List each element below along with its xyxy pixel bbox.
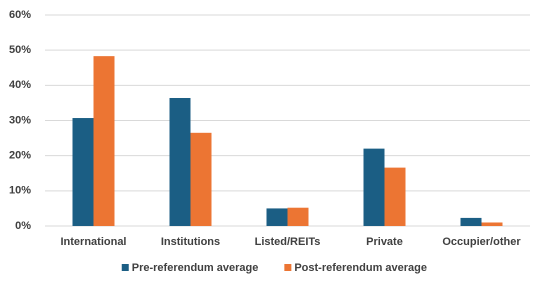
x-tick-label: Occupier/other (442, 236, 521, 248)
x-tick-label: Institutions (161, 236, 220, 248)
bar (190, 132, 212, 226)
y-tick-label: 60% (9, 9, 31, 21)
bar (93, 56, 115, 226)
bar (460, 217, 482, 226)
bar (266, 208, 288, 226)
bar (72, 118, 94, 226)
bar (481, 222, 503, 226)
x-tick-label: Private (366, 236, 403, 248)
y-tick-label: 20% (9, 150, 31, 162)
y-tick-label: 0% (15, 220, 31, 232)
legend-label: Pre-referendum average (132, 262, 259, 274)
legend-label: Post-referendum average (294, 262, 427, 274)
x-tick-label: Listed/REITs (255, 236, 321, 248)
bar (169, 97, 191, 226)
legend-swatch (284, 264, 292, 271)
y-tick-label: 50% (9, 44, 31, 56)
y-tick-label: 30% (9, 114, 31, 126)
bar (363, 148, 385, 226)
bar (384, 167, 406, 226)
y-tick-label: 40% (9, 79, 31, 91)
y-tick-label: 10% (9, 185, 31, 197)
legend-swatch (121, 264, 129, 271)
bar (287, 207, 309, 226)
x-tick-label: International (60, 236, 126, 248)
